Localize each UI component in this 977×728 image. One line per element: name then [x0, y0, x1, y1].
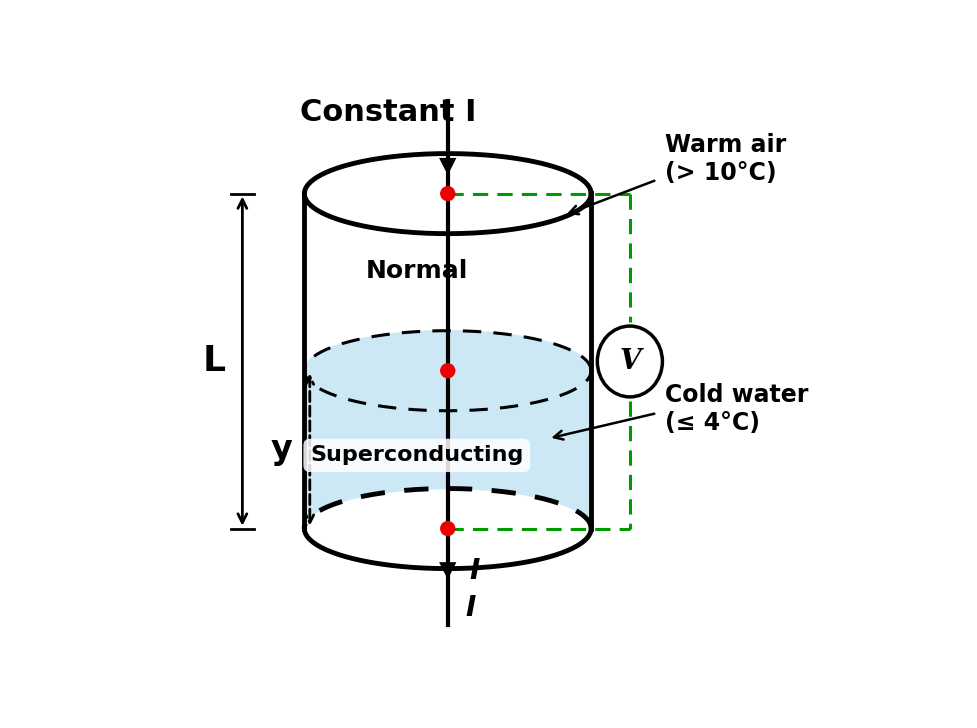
Text: V: V	[618, 348, 640, 375]
Polygon shape	[304, 331, 590, 529]
Text: I: I	[465, 594, 476, 622]
Ellipse shape	[597, 326, 661, 397]
Text: Constant I: Constant I	[300, 98, 477, 127]
Text: Normal: Normal	[365, 258, 467, 282]
Text: y: y	[270, 433, 292, 466]
Text: Warm air
(> 10°C): Warm air (> 10°C)	[664, 133, 786, 185]
Text: Cold water
(≤ 4°C): Cold water (≤ 4°C)	[664, 384, 807, 435]
Circle shape	[441, 522, 454, 536]
FancyArrow shape	[441, 146, 454, 173]
Circle shape	[441, 186, 454, 200]
Circle shape	[441, 364, 454, 378]
Text: L: L	[202, 344, 225, 378]
Text: I: I	[469, 557, 480, 585]
FancyArrow shape	[441, 550, 454, 577]
Text: Superconducting: Superconducting	[310, 446, 523, 465]
